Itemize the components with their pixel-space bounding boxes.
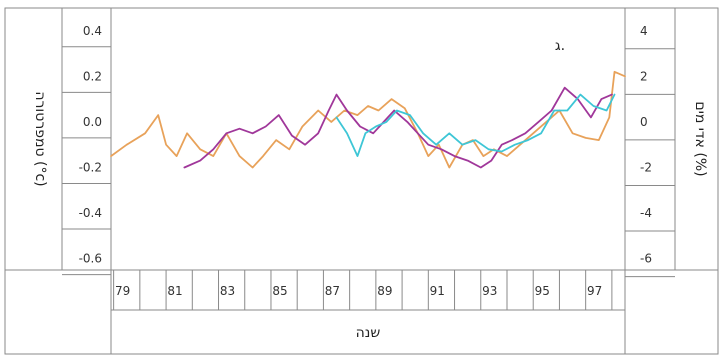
left-tick-label: 0.4 <box>83 24 102 38</box>
plot-area <box>110 70 626 169</box>
right-tick-label: -4 <box>640 206 652 220</box>
right-tick-label: 2 <box>640 69 648 83</box>
right-scale-lines <box>625 48 675 278</box>
left-axis-title: טמפרטורה (°c) <box>32 91 48 186</box>
x-axis-title: שנה <box>356 325 381 341</box>
x-tick-label: 85 <box>272 284 287 298</box>
x-tick-label: 93 <box>482 284 497 298</box>
left-tick-label: -0.4 <box>79 206 102 220</box>
right-axis-ticks: 4 2 0 -2 -4 -6 <box>640 24 652 266</box>
x-tick-label: 81 <box>167 284 182 298</box>
x-tick-label: 83 <box>220 284 235 298</box>
right-tick-label: -2 <box>640 160 652 174</box>
right-tick-label: -6 <box>640 252 652 266</box>
right-axis-title: אדי מים (%) <box>692 101 708 176</box>
x-tick-label: 95 <box>535 284 550 298</box>
right-tick-label: 4 <box>640 24 648 38</box>
panel-label: ג. <box>555 38 565 54</box>
series-line-3 <box>335 93 616 158</box>
left-tick-label: -0.2 <box>79 160 102 174</box>
x-tick-label: 91 <box>430 284 445 298</box>
left-tick-label: 0.2 <box>83 69 102 83</box>
x-tick-label: 89 <box>377 284 392 298</box>
series-line-1 <box>110 70 626 169</box>
series-line-2 <box>183 86 613 169</box>
x-scale-cells <box>113 270 613 310</box>
chart-frame <box>4 7 719 355</box>
left-tick-label: 0.0 <box>83 115 102 129</box>
x-tick-label: 87 <box>325 284 340 298</box>
x-tick-label: 97 <box>587 284 602 298</box>
x-axis-ticks: 79 81 83 85 87 89 91 93 95 97 <box>115 284 602 298</box>
left-scale-lines <box>62 46 111 276</box>
left-tick-label: -0.6 <box>79 252 102 266</box>
x-tick-label: 79 <box>115 284 130 298</box>
right-tick-label: 0 <box>640 115 648 129</box>
left-axis-ticks: 0.4 0.2 0.0 -0.2 -0.4 -0.6 <box>79 24 102 266</box>
